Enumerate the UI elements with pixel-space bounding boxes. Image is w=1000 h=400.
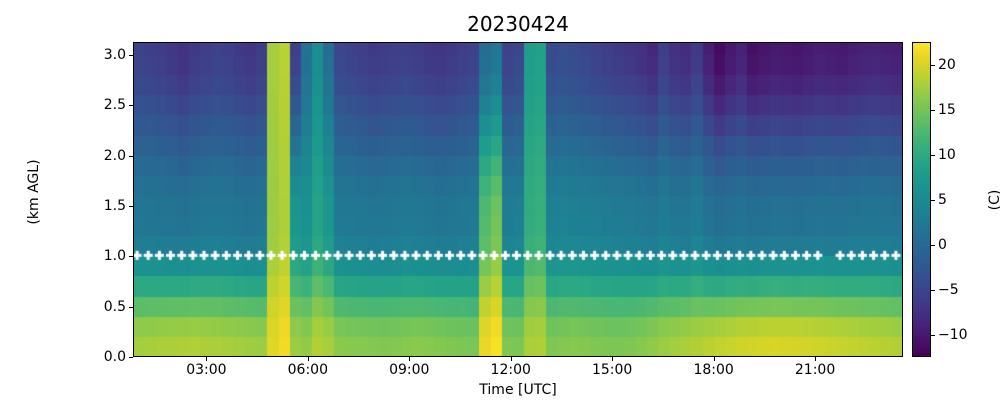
x-tick-label: 21:00 <box>794 362 836 378</box>
colorbar-tick-label: 15 <box>938 101 956 118</box>
colorbar-tick-label: 20 <box>938 56 956 73</box>
colorbar <box>912 42 931 357</box>
colorbar-tick-mark <box>931 154 935 156</box>
y-tick-mark <box>129 206 133 208</box>
colorbar-tick-label: 10 <box>938 146 956 163</box>
x-tick-mark <box>307 357 309 361</box>
x-tick-mark <box>206 357 208 361</box>
boundary-layer-height-markers <box>133 42 903 357</box>
y-tick-mark <box>129 256 133 258</box>
x-tick-mark <box>713 357 715 361</box>
x-axis-label: Time [UTC] <box>479 382 557 398</box>
heatmap-axes <box>133 42 903 357</box>
x-tick-label: 15:00 <box>591 362 633 378</box>
y-tick-mark <box>129 105 133 107</box>
y-tick-label: 3.0 <box>103 47 126 64</box>
x-tick-label: 03:00 <box>186 362 227 378</box>
x-tick-label: 09:00 <box>389 362 430 378</box>
x-tick-label: 12:00 <box>490 362 531 378</box>
colorbar-tick-mark <box>931 289 935 291</box>
y-tick-mark <box>129 357 133 358</box>
x-tick-label: 06:00 <box>287 362 329 378</box>
y-tick-label: 1.0 <box>103 248 126 265</box>
y-tick-label: 2.0 <box>103 147 126 164</box>
y-tick-mark <box>129 306 133 308</box>
y-tick-label: 0.5 <box>103 298 126 315</box>
colorbar-tick-label: 5 <box>938 191 947 208</box>
colorbar-label: (C) <box>987 189 1000 211</box>
colorbar-tick-mark <box>931 64 935 66</box>
x-tick-mark <box>510 357 512 361</box>
colorbar-tick-label: −10 <box>938 326 968 343</box>
x-tick-mark <box>612 357 614 361</box>
y-axis-label: (km AGL) <box>26 159 42 225</box>
y-tick-mark <box>129 155 133 157</box>
colorbar-tick-mark <box>931 244 935 246</box>
y-tick-label: 1.5 <box>103 198 126 215</box>
colorbar-tick-mark <box>931 334 935 336</box>
colorbar-tick-mark <box>931 109 935 111</box>
x-tick-label: 18:00 <box>693 362 734 378</box>
colorbar-tick-mark <box>931 199 935 201</box>
y-tick-label: 0.0 <box>103 349 126 365</box>
y-tick-label: 2.5 <box>103 97 126 114</box>
colorbar-gradient <box>912 42 931 357</box>
x-tick-mark <box>409 357 411 361</box>
y-tick-mark <box>129 55 133 57</box>
colorbar-tick-label: −5 <box>938 281 959 298</box>
page-title: 20230424 <box>467 12 569 36</box>
x-tick-mark <box>815 357 817 361</box>
colorbar-tick-label: 0 <box>938 236 947 253</box>
